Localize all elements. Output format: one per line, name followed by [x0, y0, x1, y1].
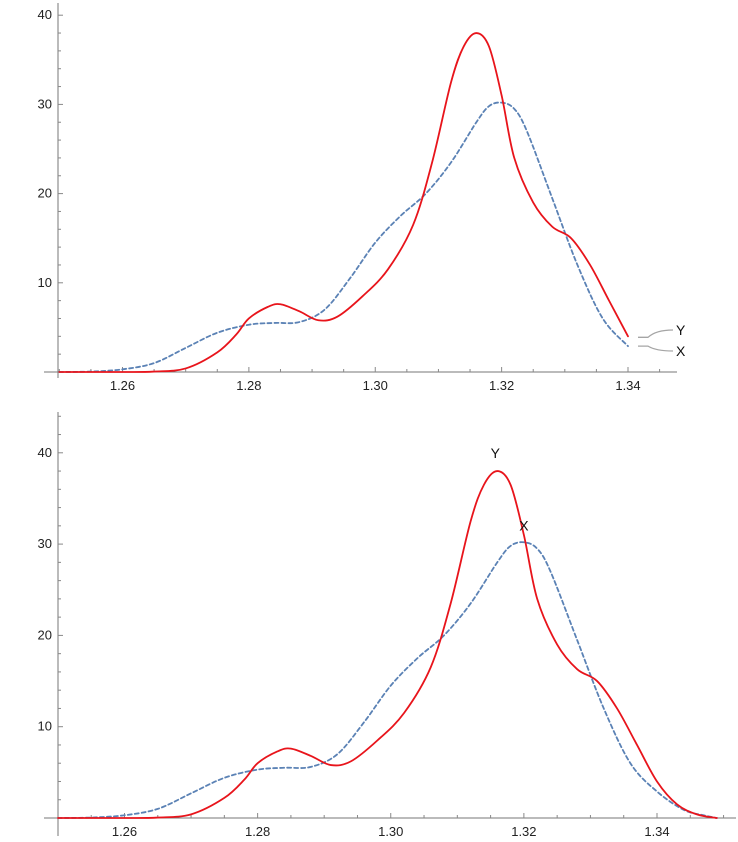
x-tick-label: 1.26 — [110, 378, 135, 393]
y-tick-label: 20 — [38, 186, 52, 201]
callout-line-x — [638, 345, 674, 352]
y-tick-label: 20 — [38, 627, 52, 642]
x-tick-label: 1.28 — [236, 378, 261, 393]
x-tick-label: 1.30 — [363, 378, 388, 393]
top-chart: 10 20 30 40 1.26 1.28 1.30 1.32 1.34 YX — [38, 3, 686, 393]
x-tick-label: 1.30 — [378, 824, 403, 839]
series-line-y — [57, 470, 718, 819]
series-label-y: Y — [676, 322, 686, 338]
y-tick-label: 40 — [38, 7, 52, 22]
x-tick-label: 1.26 — [112, 824, 137, 839]
x-tick-label: 1.34 — [615, 378, 640, 393]
y-tick-label: 10 — [38, 719, 52, 734]
series-line-x — [58, 101, 629, 373]
bottom-chart: 10 20 30 40 1.26 1.28 1.30 1.32 1.34 Y X — [38, 412, 736, 839]
y-tick-label: 30 — [38, 96, 52, 111]
callout-line-y — [638, 329, 674, 338]
x-tick-label: 1.32 — [489, 378, 514, 393]
series-label-y: Y — [491, 445, 501, 461]
x-tick-label: 1.34 — [644, 824, 669, 839]
y-tick-label: 30 — [38, 536, 52, 551]
x-tick-label: 1.32 — [511, 824, 536, 839]
series-line-y — [58, 32, 629, 373]
series-label-x: X — [676, 343, 686, 359]
y-tick-label: 10 — [38, 275, 52, 290]
series-line-x — [57, 541, 718, 819]
y-tick-label: 40 — [38, 445, 52, 460]
series-label-x: X — [519, 517, 529, 533]
x-tick-label: 1.28 — [245, 824, 270, 839]
